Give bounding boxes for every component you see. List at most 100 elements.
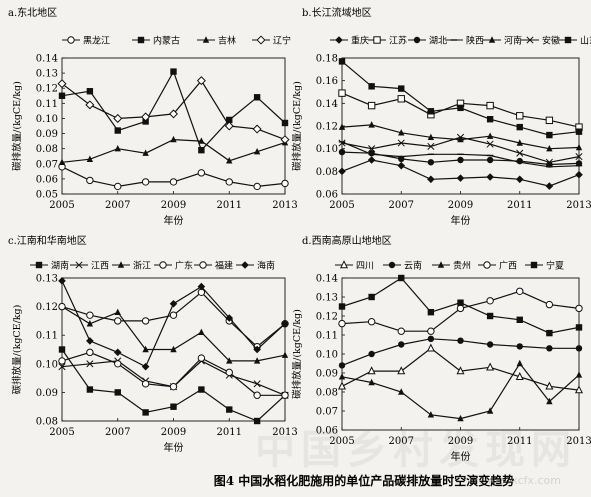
data-point [486,362,495,371]
data-point [142,345,149,353]
data-point [58,277,66,285]
x-tick-label: 2007 [389,436,414,447]
data-point [338,139,346,147]
y-tick-label: 0.16 [316,76,338,87]
legend-label: 云南 [404,260,422,272]
legend-marker [159,261,167,269]
data-point [141,380,150,388]
y-tick-label: 0.08 [316,167,338,178]
series-5 [338,121,583,152]
data-point [253,147,261,155]
data-point [86,348,94,357]
data-point [457,104,464,112]
legend-marker [117,261,125,268]
y-tick-label: 0.05 [36,190,58,201]
data-point [337,381,347,390]
data-point [486,156,494,164]
data-point [114,389,121,396]
y-tick-label: 0.10 [316,144,338,155]
data-point [281,391,289,399]
legend-label: 河南 [504,35,522,47]
data-point [427,175,435,184]
x-tick-label: 2013 [566,436,591,447]
y-tick-label: 0.09 [36,129,58,140]
legend: 重庆 江苏 湖北 陕西 河南 安徽 山东 [330,35,591,47]
data-point [486,312,494,320]
data-point [398,274,405,282]
x-tick-label: 2005 [329,436,354,447]
data-point [338,362,346,369]
x-tick-label: 2007 [105,427,130,438]
data-point [198,328,205,336]
data-point [198,386,205,393]
data-point [368,378,375,386]
data-point [516,112,524,120]
legend-label: 吉林 [218,35,236,47]
series-2 [58,68,289,154]
legend: 湖南 江西 浙江 广东 福建 海南 [30,260,275,272]
data-point [516,343,523,350]
legend-label: 湖北 [429,36,447,47]
data-point [141,178,150,186]
data-point [281,319,289,328]
y-tick-label: 0.14 [36,54,58,65]
legend-marker [488,36,496,43]
data-point [397,366,406,375]
legend-marker [67,36,75,44]
y-tick-label: 0.12 [316,312,338,323]
series-4 [57,76,290,145]
data-point [427,335,435,342]
data-point [486,132,494,139]
data-point [486,341,494,348]
y-axis-label: 碳排放量/(kgCE/kg) [291,81,303,171]
series-4 [338,287,583,335]
y-axis-label: 碳排放量/(kgCE/kg) [11,81,23,171]
x-tick-label: 2007 [389,200,414,211]
data-point [253,357,261,364]
data-point [225,368,233,377]
data-point [397,95,405,103]
data-point [546,397,553,405]
data-point [170,345,177,353]
data-point [114,308,121,316]
data-point [516,287,524,295]
data-point [397,327,405,335]
y-tick-label: 0.12 [316,122,338,133]
y-tick-label: 0.08 [316,388,338,399]
data-point [516,316,523,323]
legend-label: 重庆 [351,35,369,47]
data-point [197,169,206,177]
y-tick-label: 0.06 [316,190,338,201]
series-2 [338,335,583,369]
legend-marker [483,261,491,269]
data-point [58,357,66,365]
data-point [516,139,523,146]
series-6 [338,133,583,166]
legend-marker [339,260,349,269]
data-point [114,317,122,325]
data-point [58,363,66,371]
data-point [516,359,523,367]
series-3 [338,148,583,168]
x-tick-label: 2011 [507,436,532,447]
x-tick-label: 2009 [161,427,186,438]
data-point [397,161,406,170]
x-tick-label: 2013 [566,200,591,211]
x-tick-label: 2013 [272,200,297,211]
data-point [198,146,205,154]
data-point [398,129,405,136]
data-point [86,320,94,327]
data-point [338,167,346,176]
data-point [253,345,261,354]
data-point [575,170,583,179]
data-point [252,124,262,134]
legend-marker [35,261,43,269]
legend: 四川 云南 贵州 广西 宁夏 [335,260,564,272]
series-line [61,280,286,368]
data-point [225,314,234,322]
legend-label: 辽宁 [273,35,291,47]
x-tick-label: 2011 [217,200,242,211]
data-point [85,100,95,110]
panel-title: d.西南高原山地地区 [302,234,392,247]
